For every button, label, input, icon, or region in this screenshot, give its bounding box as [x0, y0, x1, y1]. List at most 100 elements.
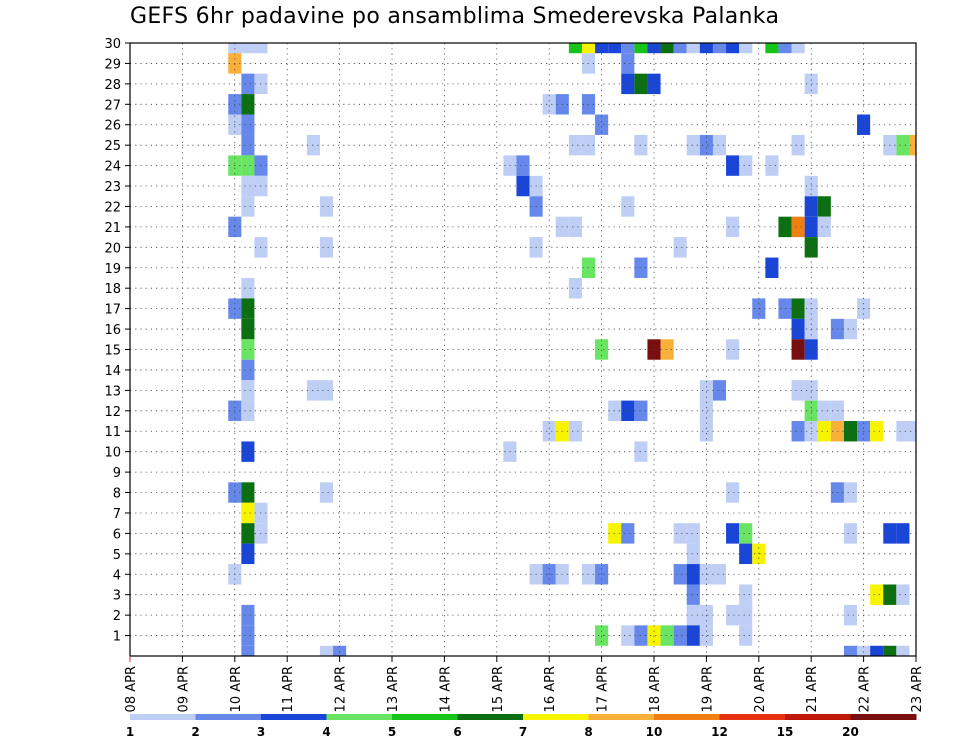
heatmap-cell [241, 339, 255, 360]
heatmap-cell [791, 216, 805, 238]
heatmap-cell [333, 645, 347, 656]
heatmap-cell [542, 421, 556, 442]
heatmap-cell [568, 421, 582, 442]
heatmap-cell [608, 43, 622, 54]
y-tick-label: 2 [113, 609, 121, 624]
heatmap-cell [778, 298, 792, 319]
heatmap-cell [241, 298, 255, 319]
heatmap-cell [319, 645, 334, 656]
colorbar-swatch [654, 714, 720, 720]
heatmap-cell [739, 43, 753, 54]
y-tick-label: 9 [113, 466, 121, 481]
heatmap-cell [686, 584, 700, 605]
heatmap-cell [752, 543, 766, 565]
heatmap-cell [843, 318, 858, 340]
heatmap-cell [712, 564, 727, 585]
y-tick-label: 15 [104, 344, 121, 359]
heatmap-cell [241, 359, 255, 381]
y-tick-label: 25 [104, 139, 121, 154]
heatmap-cell [791, 298, 805, 319]
y-tick-label: 4 [113, 568, 121, 583]
heatmap-cell [726, 43, 740, 54]
y-tick-label: 30 [104, 37, 121, 52]
y-tick-label: 11 [104, 425, 121, 440]
x-tick-label: 12 APR [334, 666, 349, 712]
heatmap-cell [765, 155, 779, 176]
heatmap-cell [896, 134, 910, 156]
x-tick-label: 11 APR [281, 666, 296, 712]
grid-lines [130, 43, 916, 656]
y-tick-label: 7 [113, 507, 121, 522]
heatmap-cell [699, 380, 713, 401]
heatmap-cell [568, 216, 582, 238]
heatmap-cell [621, 625, 635, 646]
colorbar-label: 3 [257, 725, 265, 739]
heatmap-cell [739, 543, 753, 565]
y-tick-label: 17 [104, 303, 121, 318]
heatmap-cell [647, 339, 661, 360]
y-tick-label: 5 [113, 548, 121, 563]
x-tick-label: 10 APR [229, 666, 244, 712]
heatmap-cell [660, 43, 674, 54]
colorbar-swatch [457, 714, 524, 720]
colorbar-label: 15 [777, 725, 794, 739]
heatmap-cell [595, 43, 609, 54]
y-tick-label: 6 [113, 527, 121, 542]
heatmap-cells [228, 43, 916, 656]
heatmap-cell [739, 155, 753, 176]
heatmap-cell [319, 237, 334, 258]
heatmap-cell [647, 43, 661, 54]
heatmap-cell [241, 441, 255, 462]
colorbar-label: 10 [646, 725, 663, 739]
heatmap-cell [817, 421, 831, 442]
heatmap-cell [621, 400, 635, 422]
x-tick-label: 23 APR [910, 666, 925, 712]
heatmap-cell [673, 564, 687, 585]
colorbar-swatch [523, 714, 589, 720]
y-tick-label: 29 [104, 57, 121, 72]
heatmap-cell [621, 73, 635, 95]
colorbar-swatch [261, 714, 327, 720]
colorbar-label: 1 [126, 725, 134, 739]
colorbar-label: 4 [322, 725, 330, 739]
colorbar-label: 7 [519, 725, 527, 739]
y-tick-label: 14 [104, 364, 121, 379]
heatmap-cell [791, 339, 805, 360]
y-tick-label: 10 [104, 446, 121, 461]
colorbar-swatch [588, 714, 655, 720]
heatmap-cell [634, 400, 648, 422]
heatmap-cell [699, 134, 713, 156]
heatmap-cell [241, 380, 255, 401]
heatmap-cell [542, 94, 556, 115]
heatmap-cell [673, 43, 687, 54]
heatmap-cell [765, 43, 779, 54]
heatmap-cell [791, 134, 805, 156]
heatmap-cell [228, 43, 242, 54]
heatmap-cell [686, 625, 700, 646]
heatmap-cell [241, 400, 255, 422]
colorbar-swatch [850, 714, 917, 720]
heatmap-cell [595, 339, 609, 360]
y-tick-label: 3 [113, 589, 121, 604]
heatmap-cell [241, 175, 255, 197]
heatmap-cell [621, 196, 635, 217]
heatmap-cell [634, 625, 648, 646]
heatmap-cell [241, 155, 255, 176]
y-tick-label: 21 [104, 221, 121, 236]
heatmap-cell [621, 53, 635, 74]
heatmap-cell [817, 216, 831, 238]
x-axis-ticks: 08 APR 09 APR 10 APR 11 APR 12 APR 13 APR 14 A… [124, 656, 925, 712]
heatmap-cell [686, 543, 700, 565]
heatmap-cell [699, 400, 713, 422]
heatmap-cell [319, 482, 334, 503]
x-tick-label: 21 APR [805, 666, 820, 712]
heatmap-cell [516, 175, 530, 197]
x-tick-label: 16 APR [543, 666, 558, 712]
heatmap-cell [647, 625, 661, 646]
y-tick-label: 27 [104, 98, 121, 113]
heatmap-cell [843, 421, 858, 442]
heatmap-cell [778, 43, 792, 54]
heatmap-cell [778, 216, 792, 238]
y-tick-label: 8 [113, 487, 121, 502]
colorbar: 1 2 3 4 5 6 7 8 10 12 15 20 [126, 714, 917, 739]
